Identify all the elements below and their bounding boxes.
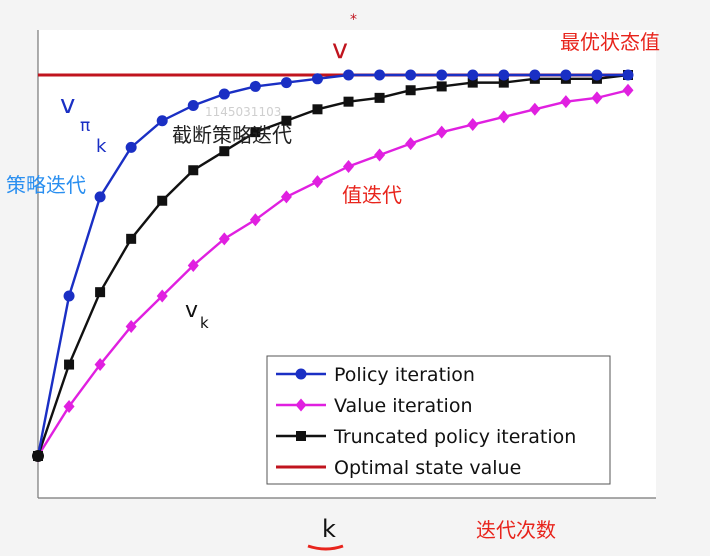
policy-iteration-point <box>405 69 417 81</box>
value-iteration-point <box>249 213 261 227</box>
truncated-policy-iteration-point <box>157 195 168 206</box>
value-iteration-cn-label: 值迭代 <box>342 183 402 207</box>
value-iteration-point <box>374 148 386 162</box>
v-k-label: v <box>185 298 198 323</box>
truncated-policy-iteration-point <box>219 146 230 157</box>
value-iteration-point <box>94 358 106 372</box>
policy-iteration-point <box>218 88 230 100</box>
truncated-policy-iteration-point <box>498 77 509 88</box>
policy-iteration-point <box>311 73 323 85</box>
policy-iteration-point <box>622 69 634 81</box>
policy-iteration-point <box>280 77 292 89</box>
value-iteration-point <box>311 175 323 189</box>
legend-label-value-iteration: Value iteration <box>334 395 472 417</box>
truncated-policy-iteration-point <box>250 127 261 138</box>
truncated-policy-iteration-point <box>343 96 354 107</box>
policy-iteration-point <box>187 99 199 111</box>
value-iteration-point <box>125 319 137 333</box>
value-iteration-point <box>218 232 230 246</box>
value-iteration-point <box>529 102 541 116</box>
value-iteration-point <box>498 110 510 124</box>
origin-point <box>32 450 44 462</box>
value-iteration-point <box>187 259 199 272</box>
truncated-policy-iteration-point <box>126 233 137 244</box>
value-iteration-point <box>467 118 479 132</box>
value-iteration-point <box>436 125 448 139</box>
policy-iteration-point <box>94 191 106 203</box>
truncated-policy-iteration-point <box>374 92 385 103</box>
policy-iteration-cn-label: 策略迭代 <box>6 173 86 197</box>
legend: Policy iteration Value iteration Truncated… <box>266 355 611 485</box>
legend-label-truncated-policy-iteration: Truncated policy iteration <box>333 426 576 448</box>
truncated-policy-cn-label: 截断策略迭代 <box>172 123 292 147</box>
legend-marker-truncated-policy-iteration <box>296 431 306 441</box>
truncated-policy-iteration-point <box>95 287 106 298</box>
v-star-superscript: * <box>350 12 357 28</box>
v-pi-subscript-k: k <box>96 136 107 157</box>
truncated-policy-iteration-point <box>405 85 416 96</box>
v-pi-label: v <box>60 90 75 120</box>
policy-iteration-point <box>374 69 386 81</box>
value-iteration-point <box>622 83 634 97</box>
truncated-policy-iteration-point <box>436 81 447 92</box>
optimal-state-cn-label: 最优状态值 <box>560 30 660 54</box>
x-label-underline <box>307 544 344 551</box>
value-iteration-point <box>280 190 292 204</box>
policy-iteration-point <box>249 80 261 92</box>
policy-iteration-point <box>467 69 479 81</box>
policy-iteration-point <box>560 69 572 81</box>
policy-iteration-point <box>591 69 603 81</box>
x-axis-label: k <box>322 515 336 543</box>
policy-iteration-point <box>529 69 541 81</box>
iterations-cn-label: 迭代次数 <box>476 518 556 542</box>
value-iteration-point <box>63 399 75 413</box>
legend-label-policy-iteration: Policy iteration <box>334 364 475 386</box>
value-iteration-line <box>36 89 629 457</box>
truncated-policy-iteration-point <box>64 359 75 370</box>
value-iteration-point <box>591 91 603 105</box>
v-k-subscript: k <box>200 314 209 332</box>
legend-box <box>266 355 611 485</box>
legend-marker-policy-iteration <box>295 368 307 380</box>
truncated-policy-iteration-line <box>36 73 629 457</box>
policy-iteration-point <box>343 69 355 81</box>
value-iteration-point <box>343 159 355 173</box>
legend-marker-value-iteration <box>295 398 307 412</box>
value-iteration-point <box>156 289 168 303</box>
policy-iteration-point <box>156 115 168 127</box>
truncated-policy-iteration-point <box>467 77 478 88</box>
legend-label-optimal-state-value: Optimal state value <box>334 457 521 479</box>
value-iteration-point <box>560 95 572 109</box>
truncated-policy-iteration-point <box>281 115 292 126</box>
policy-iteration-point <box>63 290 75 302</box>
truncated-policy-iteration-point <box>188 165 199 176</box>
value-iteration-point <box>405 137 417 151</box>
series-layer <box>32 69 634 463</box>
truncated-policy-iteration-point <box>312 104 323 115</box>
policy-iteration-point <box>436 69 448 81</box>
v-pi-subscript: π <box>80 116 90 136</box>
watermark: 1145031103 <box>205 105 281 119</box>
policy-iteration-point <box>125 141 137 153</box>
v-star-label: v <box>332 34 348 65</box>
policy-iteration-point <box>498 69 510 81</box>
